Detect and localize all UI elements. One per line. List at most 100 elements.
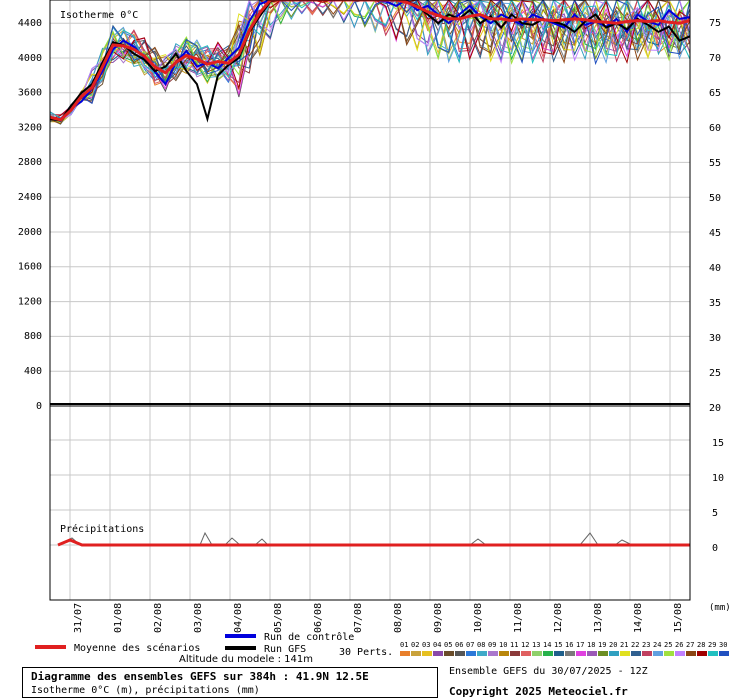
pert-number-label: 23: [642, 641, 650, 649]
pert-color-swatch: [631, 651, 641, 656]
pert-color-swatch: [488, 651, 498, 656]
mean-scenarios-line: [49, 0, 691, 122]
x-tick-label: 03/08: [193, 603, 204, 633]
pert-number-label: 08: [477, 641, 485, 649]
pert-color-swatch: [554, 651, 564, 656]
pert-number-label: 06: [455, 641, 463, 649]
x-tick-label: 14/08: [633, 603, 644, 633]
chart-title: Diagramme des ensembles GEFS sur 384h : …: [31, 670, 369, 683]
pert-number-label: 10: [499, 641, 507, 649]
pert-number-label: 01: [400, 641, 408, 649]
pert-number-label: 26: [675, 641, 683, 649]
right-axis-tick: 60: [709, 123, 721, 134]
precip-mean-line: [57, 538, 690, 547]
left-axis-tick: 3200: [18, 122, 42, 133]
precip-axis-tick: 5: [712, 508, 718, 519]
left-axis-tick: 2400: [18, 192, 42, 203]
precip-axis-tick: 0: [712, 543, 718, 554]
pert-number-label: 11: [510, 641, 518, 649]
pert-color-swatch: [411, 651, 421, 656]
precip-axis-tick: 10: [712, 473, 724, 484]
pert-color-swatch: [620, 651, 630, 656]
x-tick-label: 12/08: [553, 603, 564, 633]
pert-number-label: 15: [554, 641, 562, 649]
precip-axis-tick: 15: [712, 438, 724, 449]
pert-color-swatch: [675, 651, 685, 656]
gfs-run-line: [49, 0, 691, 123]
isotherm-panel-label: Isotherme 0°C: [60, 10, 138, 21]
pert-number-label: 22: [631, 641, 639, 649]
control-legend-label: Run de contrôle: [264, 631, 354, 643]
model-altitude: Altitude du modele : 141m: [179, 654, 313, 665]
pert-color-swatch: [543, 651, 553, 656]
pert-number-label: 12: [521, 641, 529, 649]
pert-number-label: 07: [466, 641, 474, 649]
pert-number-label: 30: [719, 641, 727, 649]
pert-number-label: 27: [686, 641, 694, 649]
perturbation-line: [49, 0, 691, 116]
x-tick-label: 09/08: [433, 603, 444, 633]
pert-number-label: 02: [411, 641, 419, 649]
pert-color-swatch: [719, 651, 729, 656]
x-tick-label: 13/08: [593, 603, 604, 633]
copyright: Copyright 2025 Meteociel.fr: [449, 685, 628, 698]
pert-color-swatch: [400, 651, 410, 656]
pert-number-label: 24: [653, 641, 661, 649]
left-axis-tick: 2000: [18, 227, 42, 238]
ensemble-run-info: Ensemble GEFS du 30/07/2025 - 12Z: [449, 666, 648, 677]
perturbation-line: [49, 0, 691, 116]
right-axis-tick: 40: [709, 263, 721, 274]
perturbation-line: [49, 0, 691, 122]
x-tick-label: 04/08: [233, 603, 244, 633]
pert-color-swatch: [455, 651, 465, 656]
pert-number-label: 18: [587, 641, 595, 649]
pert-color-swatch: [653, 651, 663, 656]
pert-color-swatch: [433, 651, 443, 656]
x-tick-label: 07/08: [353, 603, 364, 633]
pert-number-label: 29: [708, 641, 716, 649]
left-axis-tick: 800: [24, 331, 42, 342]
left-axis-tick: 1600: [18, 262, 42, 273]
right-axis-tick: 50: [709, 193, 721, 204]
pert-color-swatch: [642, 651, 652, 656]
right-axis-tick: 55: [709, 158, 721, 169]
right-axis-tick: 35: [709, 298, 721, 309]
right-axis-tick: 70: [709, 53, 721, 64]
right-axis-tick: 65: [709, 88, 721, 99]
pert-color-swatch: [576, 651, 586, 656]
right-axis-tick: 25: [709, 368, 721, 379]
left-axis-tick: 4400: [18, 18, 42, 29]
pert-color-swatch: [664, 651, 674, 656]
right-axis-tick: 45: [709, 228, 721, 239]
pert-number-label: 17: [576, 641, 584, 649]
left-axis-tick: 400: [24, 366, 42, 377]
pert-color-swatch: [477, 651, 487, 656]
pert-color-swatch: [697, 651, 707, 656]
x-tick-label: 08/08: [393, 603, 404, 633]
right-axis-tick: 75: [709, 18, 721, 29]
precip-unit-label: (mm): [709, 603, 731, 613]
panel-frames: [49, 0, 691, 601]
precip-panel-frame: [49, 405, 691, 601]
pert-color-swatch: [708, 651, 718, 656]
chart-subtitle: Isotherme 0°C (m), précipitations (mm): [31, 685, 260, 696]
pert-number-label: 16: [565, 641, 573, 649]
pert-color-swatch: [598, 651, 608, 656]
perts-legend-label: 30 Perts.: [339, 647, 393, 658]
grid: [50, 0, 690, 600]
left-axis-tick: 3600: [18, 88, 42, 99]
pert-number-label: 28: [697, 641, 705, 649]
left-axis-tick: 2800: [18, 157, 42, 168]
perturbation-line: [49, 0, 690, 120]
precip-panel-label: Précipitations: [60, 523, 144, 535]
left-axis-tick: 1200: [18, 296, 42, 307]
plot-background: [50, 0, 690, 600]
pert-color-swatch: [499, 651, 509, 656]
pert-number-label: 20: [609, 641, 617, 649]
gfs-legend-label: Run GFS: [264, 644, 306, 655]
x-tick-label: 06/08: [313, 603, 324, 633]
right-axis-tick: 30: [709, 333, 721, 344]
x-tick-label: 02/08: [153, 603, 164, 633]
pert-color-swatch: [609, 651, 619, 656]
pert-number-label: 19: [598, 641, 606, 649]
